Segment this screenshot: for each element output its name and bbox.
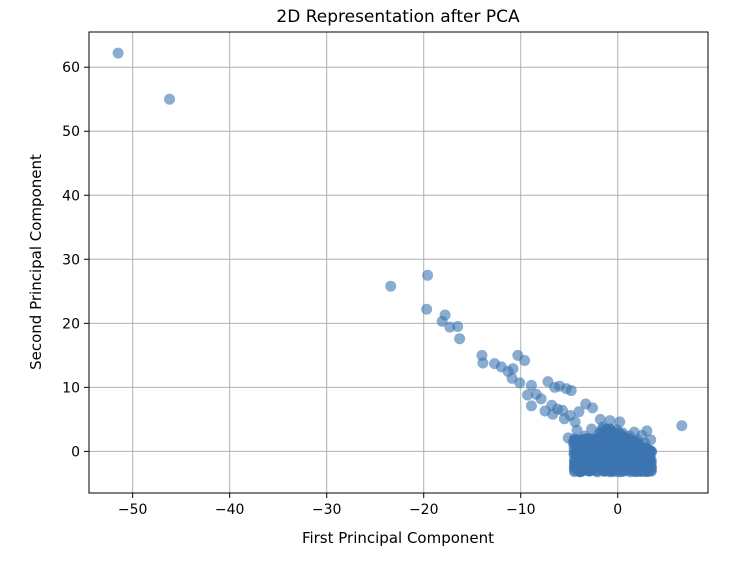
data-point: [576, 441, 588, 453]
data-point: [436, 315, 448, 327]
data-point: [593, 448, 605, 460]
data-point: [569, 416, 581, 428]
grid-lines: [89, 32, 708, 493]
data-point: [574, 466, 586, 478]
x-tick-label: −40: [215, 502, 245, 518]
y-tick-label: 10: [62, 380, 80, 396]
x-tick-label: 0: [613, 502, 622, 518]
x-axis-label: First Principal Component: [302, 529, 494, 547]
data-point: [112, 47, 124, 59]
y-tick-label: 40: [62, 188, 80, 204]
data-point: [514, 377, 526, 389]
data-point: [519, 354, 531, 366]
data-point: [614, 466, 626, 478]
y-tick-label: 50: [62, 124, 80, 140]
data-point: [645, 434, 657, 446]
y-tick-label: 0: [71, 444, 80, 460]
data-point: [558, 413, 570, 425]
data-point: [573, 406, 585, 418]
data-point: [614, 434, 626, 446]
data-point: [422, 269, 434, 281]
data-point: [522, 389, 534, 401]
y-axis-ticks: 0 10 20 30 40 50 60: [62, 60, 89, 460]
x-tick-label: −20: [409, 502, 439, 518]
plot-frame: [88, 31, 709, 494]
data-point: [525, 400, 537, 412]
data-point: [507, 363, 519, 375]
data-point: [164, 93, 176, 105]
y-tick-label: 60: [62, 60, 80, 76]
data-point: [584, 462, 596, 474]
data-point: [452, 321, 464, 333]
data-point: [631, 460, 643, 472]
data-point: [565, 385, 577, 397]
data-point: [385, 280, 397, 292]
y-tick-label: 20: [62, 316, 80, 332]
data-point: [571, 424, 583, 436]
y-axis-label: Second Principal Component: [27, 154, 45, 370]
x-axis-ticks: −50 −40 −30 −20 −10 0: [118, 493, 622, 518]
x-tick-label: −50: [118, 502, 148, 518]
data-point: [641, 425, 653, 437]
data-point: [643, 456, 655, 468]
data-point: [535, 393, 547, 405]
x-tick-label: −30: [312, 502, 342, 518]
data-point: [617, 443, 629, 455]
data-point: [421, 303, 433, 315]
chart-title: 2D Representation after PCA: [276, 7, 520, 27]
y-tick-label: 30: [62, 252, 80, 268]
data-point: [577, 451, 589, 463]
data-point: [606, 426, 618, 438]
data-point: [594, 438, 606, 450]
data-point: [676, 420, 688, 432]
data-point: [605, 453, 617, 465]
scatter-points: [112, 47, 688, 478]
data-point: [644, 445, 656, 457]
data-point: [552, 403, 564, 415]
data-point: [454, 333, 466, 345]
x-tick-label: −10: [506, 502, 536, 518]
data-point: [587, 402, 599, 414]
data-point: [525, 379, 537, 391]
data-point: [477, 357, 489, 369]
